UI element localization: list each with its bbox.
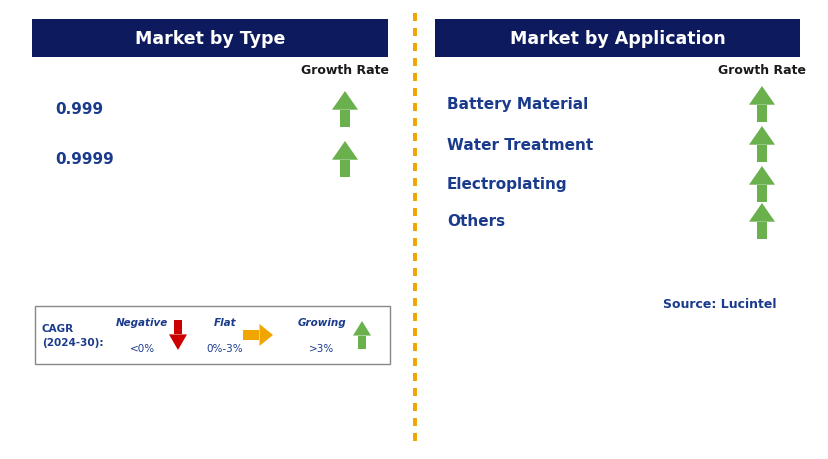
- Polygon shape: [331, 142, 358, 160]
- Text: Growing: Growing: [297, 318, 346, 328]
- Bar: [339, 160, 350, 178]
- Bar: [32, 20, 388, 58]
- Polygon shape: [748, 203, 774, 222]
- Text: Others: Others: [446, 214, 504, 229]
- Polygon shape: [748, 167, 774, 185]
- Bar: [243, 330, 259, 340]
- Polygon shape: [353, 321, 371, 336]
- Text: Source: Lucintel: Source: Lucintel: [662, 298, 776, 311]
- Text: Negative: Negative: [116, 318, 168, 328]
- Text: Growth Rate: Growth Rate: [301, 63, 388, 76]
- Bar: [756, 146, 767, 162]
- Polygon shape: [169, 335, 187, 350]
- Text: 0.9999: 0.9999: [55, 152, 113, 167]
- Text: >3%: >3%: [309, 343, 335, 353]
- Text: <0%: <0%: [129, 343, 154, 353]
- Text: Market by Application: Market by Application: [509, 30, 724, 48]
- Bar: [435, 20, 799, 58]
- Text: 0%-3%: 0%-3%: [206, 343, 243, 353]
- Text: Electroplating: Electroplating: [446, 177, 567, 192]
- Bar: [174, 320, 181, 335]
- Bar: [756, 222, 767, 240]
- Text: Flat: Flat: [214, 318, 236, 328]
- Bar: [339, 111, 350, 128]
- Bar: [756, 106, 767, 123]
- Bar: [358, 336, 365, 349]
- Bar: [756, 185, 767, 202]
- Polygon shape: [259, 325, 272, 346]
- Text: Growth Rate: Growth Rate: [717, 63, 805, 76]
- Text: Market by Type: Market by Type: [135, 30, 285, 48]
- Polygon shape: [748, 87, 774, 106]
- Text: Water Treatment: Water Treatment: [446, 137, 593, 152]
- Polygon shape: [331, 92, 358, 111]
- Text: 0.999: 0.999: [55, 102, 103, 117]
- Polygon shape: [748, 127, 774, 146]
- Text: Battery Material: Battery Material: [446, 97, 588, 112]
- Text: CAGR
(2024-30):: CAGR (2024-30):: [42, 324, 104, 347]
- FancyBboxPatch shape: [35, 306, 389, 364]
